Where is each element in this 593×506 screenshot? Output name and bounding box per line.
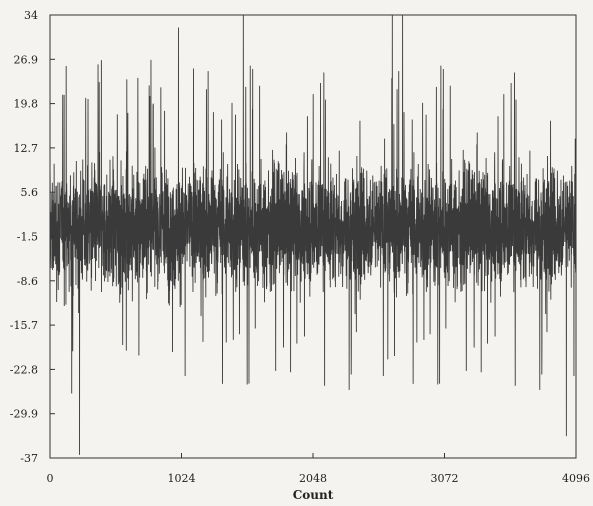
y-tick-label: 12.7 [14, 142, 39, 155]
y-tick-label: -15.7 [10, 319, 38, 332]
y-tick-label: -29.9 [10, 408, 38, 421]
series-0-line [49, 14, 577, 455]
y-tick-label: 34 [24, 9, 38, 22]
y-tick-label: 26.9 [14, 53, 39, 66]
x-tick-label: 4096 [562, 472, 590, 485]
x-tick-label: 3072 [431, 472, 459, 485]
y-tick-label: 19.8 [14, 98, 39, 111]
x-axis: 0 1024 2048 3072 4096 [47, 453, 590, 485]
x-tick-label: 0 [47, 472, 54, 485]
y-tick-label: -37 [20, 452, 38, 465]
x-tick-label: 2048 [299, 472, 327, 485]
y-tick-label: -8.6 [17, 275, 38, 288]
x-axis-label: Count [293, 488, 334, 502]
x-tick-label: 1024 [168, 472, 196, 485]
y-axis: 34 26.9 19.8 12.7 5.6 -1.5 -8.6 -15.7 -22.8 -29.9… [10, 9, 55, 465]
plot-area [49, 14, 577, 459]
y-tick-label: -1.5 [17, 231, 38, 244]
y-tick-label: -22.8 [10, 363, 38, 376]
y-tick-label: 5.6 [21, 186, 39, 199]
